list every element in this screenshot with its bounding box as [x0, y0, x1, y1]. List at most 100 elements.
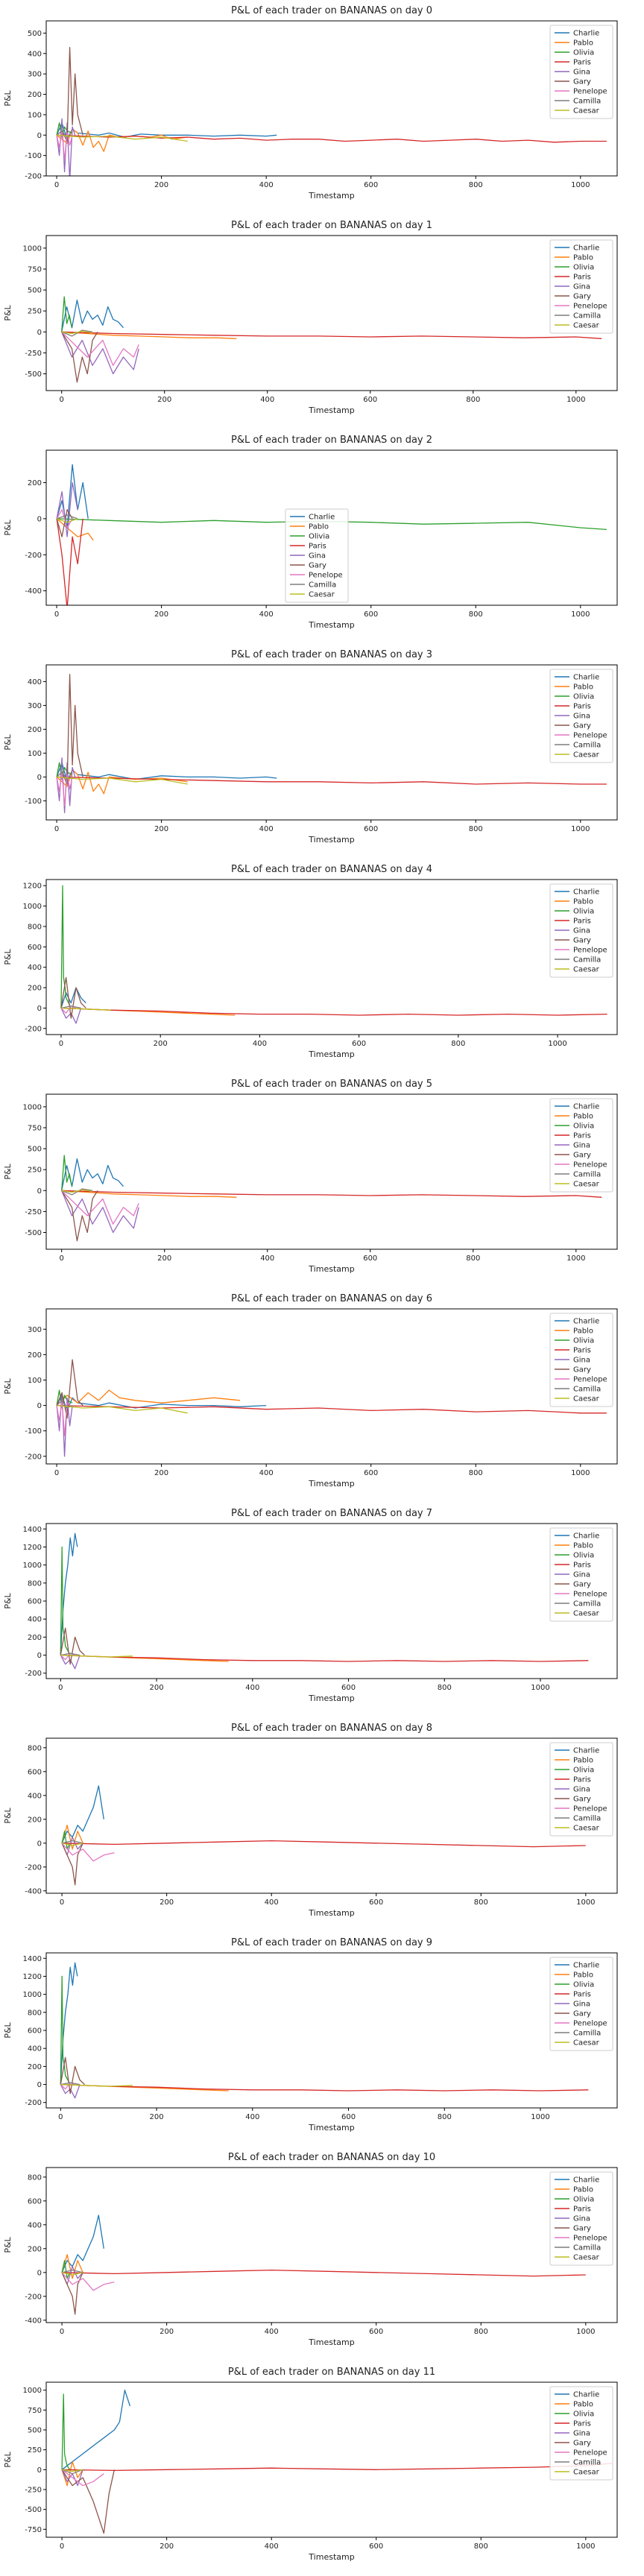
legend-entry-gary: Gary	[573, 2440, 591, 2448]
y-tick-label: -200	[25, 2099, 42, 2107]
y-tick-label: -100	[25, 1427, 42, 1436]
chart-panel-day-4: P&L of each trader on BANANAS on day 4 0 2…	[3, 864, 618, 1059]
chart-title: P&L of each trader on BANANAS on day 3	[231, 649, 432, 660]
legend-entry-gina: Gina	[309, 552, 326, 561]
series-line-charlie	[61, 1785, 104, 1844]
series-line-caesar	[60, 1007, 111, 1011]
series-line-charlie	[56, 464, 89, 528]
legend-box	[549, 1742, 613, 1837]
x-tick-label: 800	[469, 181, 483, 189]
legend-entry-camilla: Camilla	[573, 2244, 601, 2253]
y-tick-label: 200	[28, 726, 42, 734]
legend-entry-paris: Paris	[573, 274, 591, 282]
x-tick-label: 200	[154, 610, 168, 619]
series-line-olivia	[61, 1155, 73, 1191]
legend-entry-penelope: Penelope	[573, 1591, 607, 1599]
series-line-olivia	[60, 885, 72, 1008]
series-line-gina	[60, 2084, 80, 2099]
legend-entry-paris: Paris	[573, 1991, 591, 1999]
legend-entry-olivia: Olivia	[573, 1552, 594, 1560]
series-group	[61, 1785, 586, 1886]
series-line-pablo	[61, 2461, 83, 2487]
series-line-camilla	[61, 2269, 83, 2273]
series-line-gary	[61, 2272, 83, 2315]
legend-entry-gary: Gary	[309, 562, 326, 570]
series-line-charlie	[56, 122, 277, 140]
legend-box	[549, 25, 613, 119]
y-tick-label: 100	[28, 1377, 42, 1385]
y-tick-label: 750	[28, 2407, 42, 2415]
y-tick-label: 1000	[23, 244, 42, 253]
x-tick-label: 1000	[566, 396, 585, 404]
series-line-gary	[60, 1627, 85, 1665]
x-tick-label: 600	[352, 1040, 366, 1048]
y-tick-label: 0	[37, 132, 42, 140]
x-tick-label: 0	[60, 1254, 64, 1263]
y-tick-label: 500	[28, 2427, 42, 2435]
x-tick-label: 800	[469, 1469, 483, 1477]
legend-box	[549, 669, 613, 763]
x-tick-label: 600	[369, 2542, 383, 2551]
series-line-gary	[56, 1359, 83, 1419]
chart-panel-day-0: P&L of each trader on BANANAS on day 0 0 2…	[3, 5, 618, 201]
series-line-penelope	[61, 1190, 139, 1225]
legend-entry-pablo: Pablo	[573, 254, 593, 262]
legend-entry-gary: Gary	[573, 1152, 591, 1160]
legend-entry-gary: Gary	[573, 2225, 591, 2233]
x-tick-label: 400	[260, 396, 274, 404]
series-line-gary	[61, 1843, 83, 1886]
y-tick-label: 250	[28, 1167, 42, 1175]
legend-entry-camilla: Camilla	[573, 312, 601, 321]
x-axis-label: Timestamp	[308, 2337, 354, 2347]
legend-entry-gary: Gary	[573, 2010, 591, 2018]
legend-entry-caesar: Caesar	[573, 107, 600, 116]
legend-entry-penelope: Penelope	[573, 1805, 607, 1813]
axes-frame	[45, 2167, 618, 2323]
x-tick-label: 0	[54, 825, 59, 833]
x-tick-label: 200	[154, 181, 168, 189]
legend-entry-olivia: Olivia	[573, 1767, 594, 1775]
y-tick-label: -200	[25, 173, 42, 181]
chart-title: P&L of each trader on BANANAS on day 7	[231, 1508, 432, 1519]
legend-entry-penelope: Penelope	[573, 947, 607, 955]
x-axis-label: Timestamp	[308, 1049, 354, 1059]
series-line-pablo	[61, 331, 237, 339]
series-line-gary	[60, 2056, 85, 2094]
legend-entry-penelope: Penelope	[573, 732, 607, 740]
series-line-camilla	[60, 1006, 81, 1009]
y-tick-label: -750	[25, 2526, 42, 2534]
series-line-caesar	[57, 134, 188, 142]
legend-entry-paris: Paris	[573, 703, 591, 711]
y-tick-label: 1000	[23, 903, 42, 911]
series-group	[60, 885, 607, 1024]
x-tick-label: 400	[245, 2113, 259, 2121]
y-tick-label: 400	[28, 964, 42, 972]
y-tick-label: 800	[28, 1744, 42, 1752]
x-tick-label: 0	[60, 2542, 64, 2551]
x-tick-label: 600	[341, 1684, 356, 1692]
legend-box	[549, 1957, 613, 2051]
legend-entry-gina: Gina	[573, 1786, 590, 1794]
legend: CharliePabloOliviaParisGinaGaryPenelopeC…	[549, 669, 613, 763]
series-line-olivia	[60, 1546, 71, 1655]
x-axis-label: Timestamp	[308, 1479, 354, 1489]
x-tick-label: 1000	[571, 825, 590, 833]
legend-entry-penelope: Penelope	[573, 1376, 607, 1384]
y-tick-label: -200	[25, 1453, 42, 1461]
x-tick-label: 800	[438, 1684, 452, 1692]
axes-frame	[45, 879, 618, 1035]
legend-entry-olivia: Olivia	[573, 264, 594, 272]
y-tick-label: -250	[25, 350, 42, 358]
legend-entry-gary: Gary	[573, 1796, 591, 1804]
x-axis-label: Timestamp	[308, 191, 354, 201]
x-tick-label: 800	[469, 825, 483, 833]
series-line-charlie	[60, 1962, 78, 2085]
legend-entry-olivia: Olivia	[573, 1337, 594, 1345]
legend-entry-gary: Gary	[573, 937, 591, 945]
legend-entry-gina: Gina	[573, 2215, 590, 2223]
x-tick-label: 600	[364, 610, 378, 619]
series-line-penelope	[56, 130, 73, 160]
y-tick-label: 600	[28, 2027, 42, 2036]
x-tick-label: 0	[58, 1684, 63, 1692]
legend: CharliePabloOliviaParisGinaGaryPenelopeC…	[549, 239, 613, 334]
